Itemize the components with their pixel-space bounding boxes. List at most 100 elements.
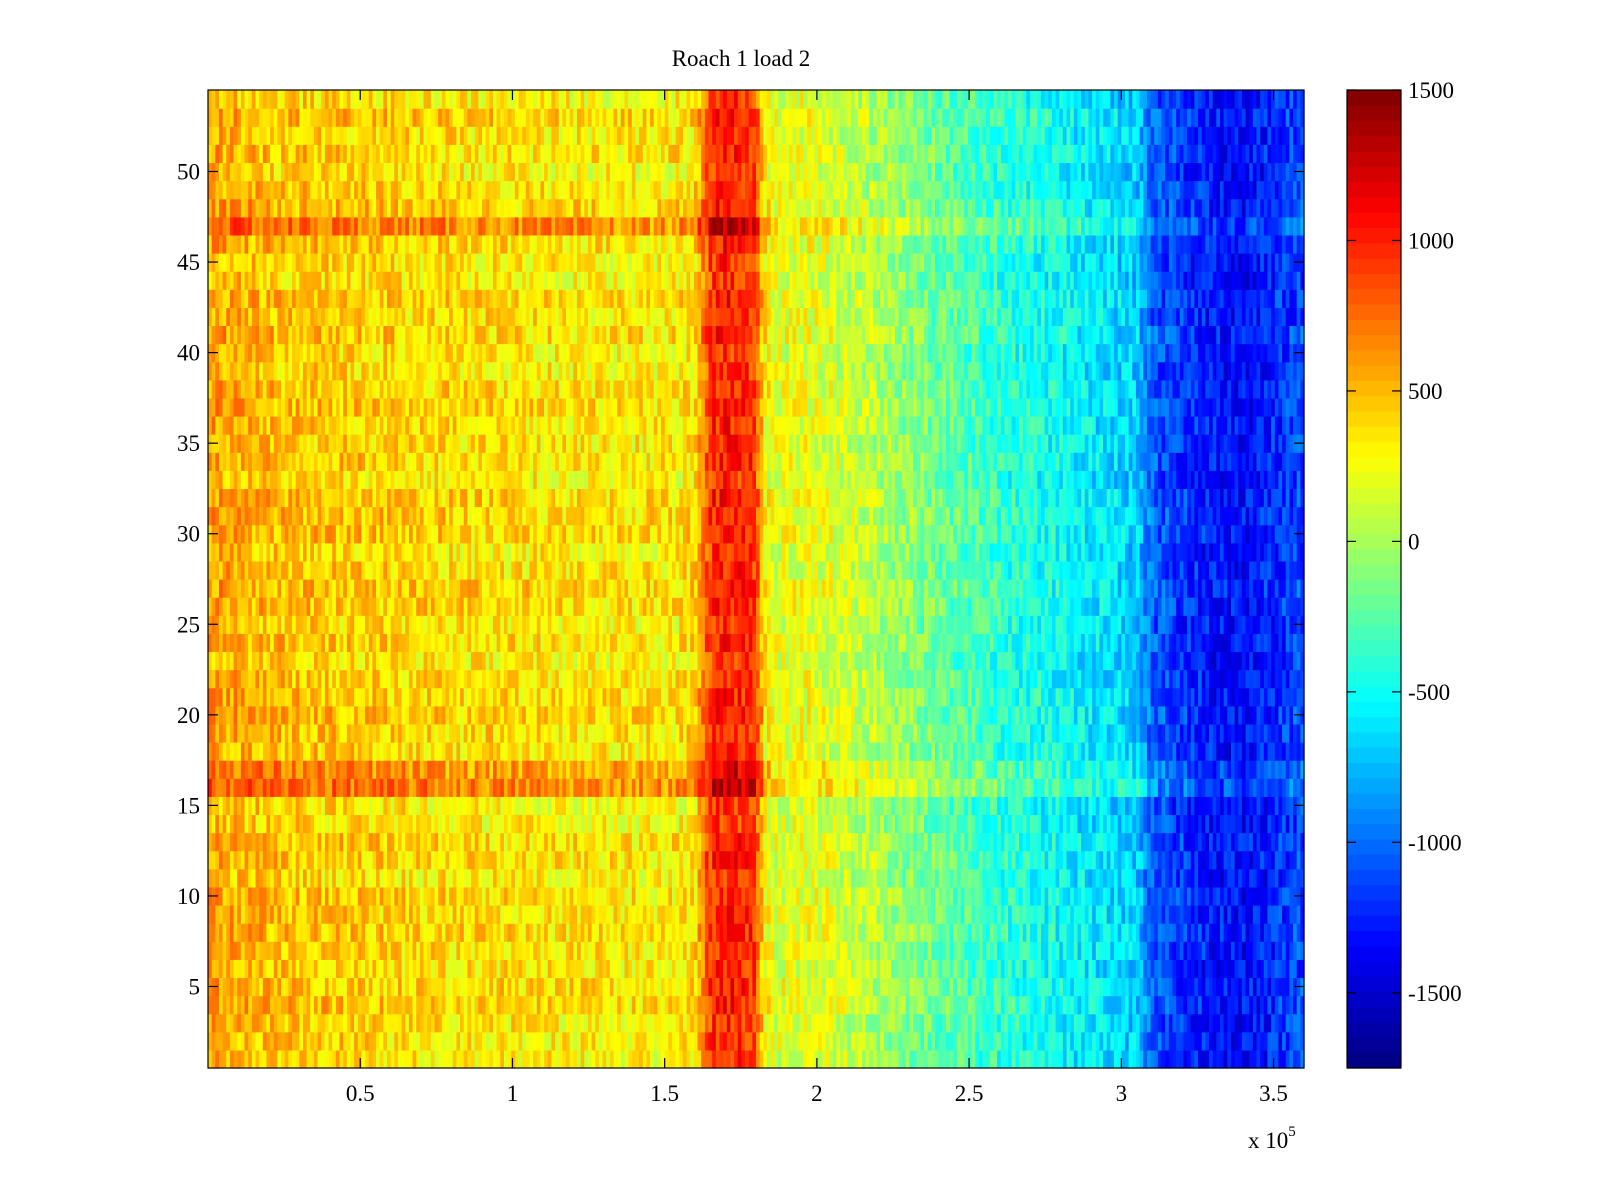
heatmap-cell	[332, 959, 337, 979]
heatmap-cell	[478, 905, 483, 924]
heatmap-cell	[1274, 850, 1280, 870]
heatmap-cell	[1114, 1031, 1119, 1051]
heatmap-cell	[383, 923, 388, 942]
heatmap-cell	[686, 995, 691, 1015]
heatmap-cell	[471, 905, 476, 924]
heatmap-cell	[354, 868, 359, 888]
heatmap-cell	[397, 778, 403, 797]
heatmap-cell	[445, 1031, 450, 1051]
heatmap-cell	[1037, 941, 1042, 960]
heatmap-cell	[646, 1031, 651, 1051]
heatmap-cell	[1234, 1049, 1239, 1069]
heatmap-cell	[511, 1031, 516, 1051]
heatmap-cell	[551, 959, 556, 979]
heatmap-cell	[1095, 886, 1101, 906]
heatmap-cell	[704, 850, 710, 870]
heatmap-cell	[1073, 832, 1079, 852]
heatmap-cell	[324, 905, 330, 924]
heatmap-cell	[1150, 814, 1155, 834]
heatmap-cell	[843, 1013, 848, 1033]
heatmap-cell	[686, 977, 691, 997]
heatmap-cell	[730, 1031, 735, 1051]
heatmap-cell	[335, 886, 341, 906]
heatmap-cell	[869, 923, 874, 942]
heatmap-cell	[1201, 778, 1206, 797]
heatmap-cell	[956, 1031, 962, 1051]
heatmap-cell	[1161, 778, 1166, 797]
heatmap-cell	[222, 941, 227, 960]
heatmap-cell	[905, 886, 911, 906]
heatmap-cell	[1219, 905, 1225, 924]
heatmap-cell	[1187, 1031, 1192, 1051]
heatmap-cell	[419, 977, 425, 997]
heatmap-cell	[854, 850, 859, 870]
heatmap-cell	[810, 923, 816, 942]
heatmap-cell	[825, 977, 830, 997]
heatmap-cell	[869, 760, 874, 779]
heatmap-cell	[1070, 995, 1075, 1015]
heatmap-cell	[1168, 977, 1174, 997]
heatmap-cell	[1176, 959, 1181, 979]
heatmap-cell	[993, 850, 998, 870]
heatmap-cell	[1252, 814, 1258, 834]
heatmap-cell	[832, 959, 837, 979]
heatmap-cell	[306, 796, 311, 816]
heatmap-cell	[883, 868, 889, 888]
heatmap-cell	[299, 850, 304, 870]
heatmap-cell	[558, 886, 563, 906]
heatmap-cell	[449, 923, 454, 942]
heatmap-cell	[1092, 778, 1097, 797]
heatmap-cell	[1282, 778, 1287, 797]
heatmap-cell	[1227, 941, 1232, 960]
heatmap-cell	[262, 959, 268, 979]
heatmap-cell	[752, 905, 757, 924]
heatmap-cell	[872, 1049, 878, 1069]
heatmap-cell	[251, 850, 257, 870]
heatmap-cell	[949, 977, 954, 997]
heatmap-cell	[288, 868, 293, 888]
heatmap-cell	[482, 778, 487, 797]
heatmap-cell	[671, 868, 677, 888]
heatmap-cell	[1103, 1031, 1108, 1051]
heatmap-cell	[292, 1013, 297, 1033]
heatmap-cell	[821, 850, 827, 870]
heatmap-cell	[1161, 1049, 1166, 1069]
heatmap-cell	[1059, 1013, 1064, 1033]
heatmap-cell	[887, 941, 892, 960]
heatmap-cell	[1187, 832, 1192, 852]
heatmap-cell	[997, 886, 1002, 906]
heatmap-cell	[321, 832, 326, 852]
heatmap-cell	[734, 778, 739, 797]
heatmap-cell	[387, 814, 392, 834]
heatmap-cell	[1256, 886, 1261, 906]
heatmap-cell	[449, 977, 454, 997]
heatmap-cell	[284, 977, 289, 997]
heatmap-cell	[467, 760, 472, 779]
heatmap-cell	[1081, 1013, 1086, 1033]
heatmap-cell	[1190, 832, 1195, 852]
heatmap-cell	[1084, 814, 1090, 834]
heatmap-cell	[1187, 1049, 1192, 1069]
heatmap-cell	[682, 1031, 688, 1051]
heatmap-cell	[865, 905, 870, 924]
heatmap-cell	[748, 923, 753, 942]
heatmap-cell	[686, 1013, 691, 1033]
heatmap-cell	[829, 1049, 834, 1069]
heatmap-cell	[1124, 1013, 1130, 1033]
heatmap-cell	[664, 814, 669, 834]
heatmap-cell	[1139, 905, 1144, 924]
heatmap-cell	[715, 923, 721, 942]
heatmap-cell	[935, 778, 940, 797]
heatmap-cell	[650, 832, 655, 852]
heatmap-cell	[544, 977, 549, 997]
heatmap-cell	[1037, 1031, 1042, 1051]
heatmap-cell	[1230, 868, 1236, 888]
heatmap-cell	[408, 760, 414, 779]
heatmap-cell	[924, 814, 929, 834]
heatmap-cell	[708, 814, 713, 834]
heatmap-cell	[244, 1049, 249, 1069]
heatmap-cell	[1289, 995, 1294, 1015]
heatmap-cell	[419, 1013, 425, 1033]
heatmap-cell	[803, 1049, 808, 1069]
heatmap-cell	[1219, 850, 1225, 870]
